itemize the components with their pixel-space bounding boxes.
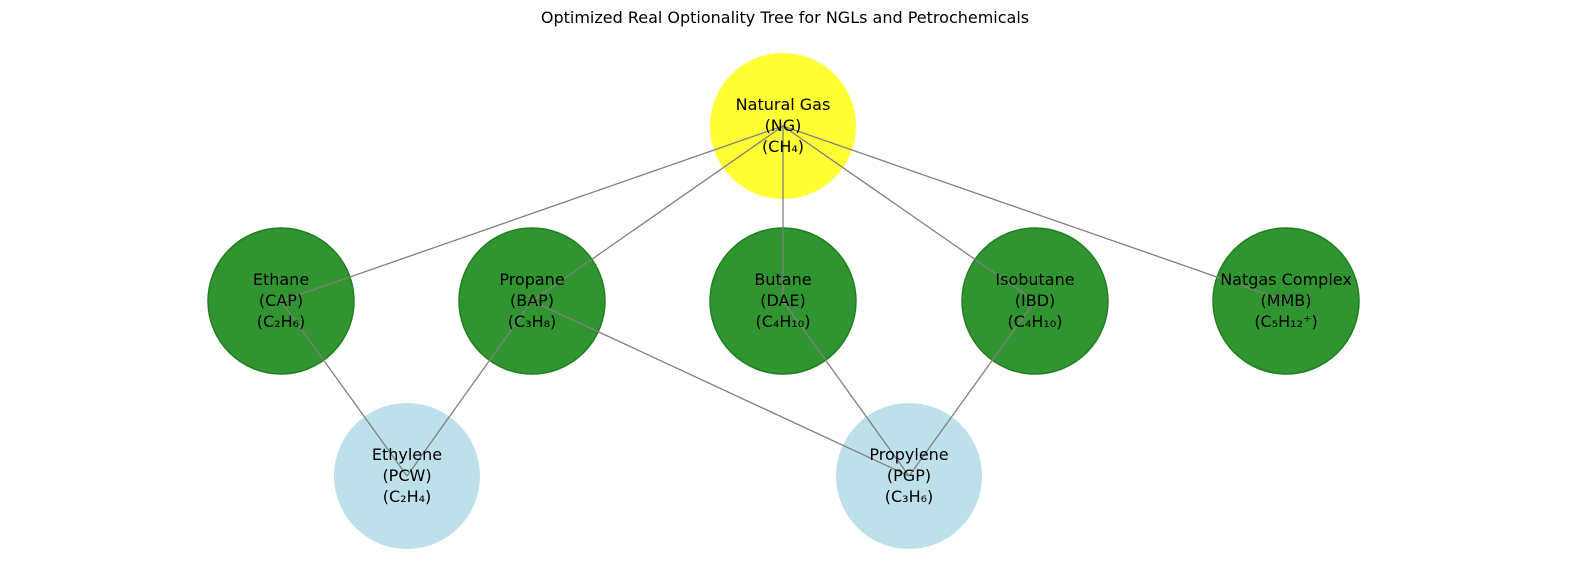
edge-ethane-ethylene (280, 300, 408, 477)
node-label-ethane: Ethane (CAP) (C₂H₆) (253, 270, 309, 331)
edge-propane-propylene (531, 300, 910, 477)
edge-butane-propylene (782, 300, 910, 477)
diagram-title: Optimized Real Optionality Tree for NGLs… (540, 8, 1030, 27)
edge-ng-ethane (280, 125, 784, 302)
labels-layer: Natural Gas (NG) (CH₄) Ethane (CAP) (C₂H₆) Pro… (253, 95, 1352, 506)
node-label-ng: Natural Gas (NG) (CH₄) (736, 95, 831, 156)
edge-ng-isobutane (782, 125, 1036, 302)
node-label-propane: Propane (BAP) (C₃H₈) (499, 270, 564, 331)
node-label-propylene: Propylene (PGP) (C₃H₆) (869, 445, 948, 506)
edges-layer (280, 125, 1287, 477)
edge-isobutane-propylene (908, 300, 1036, 477)
edge-ng-propane (531, 125, 784, 302)
node-label-butane: Butane (DAE) (C₄H₁₀) (754, 270, 811, 331)
edge-propane-ethylene (406, 300, 533, 477)
node-label-isobutane: Isobutane (IBD) (C₄H₁₀) (995, 270, 1074, 331)
node-label-ethylene: Ethylene (PCW) (C₂H₄) (372, 445, 442, 506)
edge-ng-natgas-complex (782, 125, 1287, 302)
node-label-natgas-complex: Natgas Complex (MMB) (C₅H₁₂⁺) (1220, 270, 1352, 331)
